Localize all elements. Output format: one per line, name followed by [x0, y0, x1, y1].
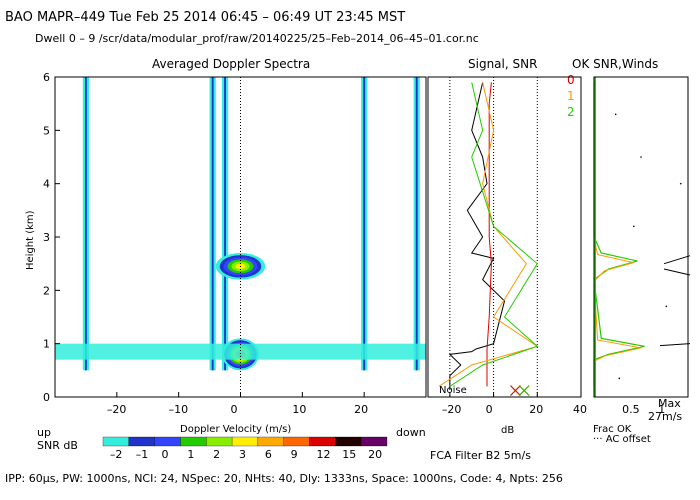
heatmap-clutter-core: [84, 77, 87, 371]
colorbar-label: 1: [187, 448, 194, 461]
panel-frame: [427, 76, 582, 398]
frac-ok-label: Frac OK: [593, 424, 632, 435]
colorbar-segment: [206, 436, 233, 447]
wind-dot: [632, 225, 635, 228]
snr-x-tick-label: 0: [486, 403, 493, 416]
x-tick-label: 10: [292, 403, 306, 416]
wind-dot: [665, 305, 668, 308]
colorbar-label: 20: [368, 448, 382, 461]
wind-dot: [618, 377, 621, 380]
snr-marker: [518, 385, 530, 397]
heatmap-clutter-core: [415, 77, 418, 371]
colorbar-label: 9: [291, 448, 298, 461]
colorbar-label: 12: [316, 448, 330, 461]
y-tick-label: 0: [43, 391, 50, 404]
page-title: BAO MAPR–449 Tue Feb 25 2014 06:45 – 06:…: [5, 10, 406, 25]
colorbar-segment: [283, 436, 310, 447]
max-speed-label: 27m/s: [648, 410, 683, 423]
colorbar-label: –1: [136, 448, 149, 461]
up-label: up: [37, 426, 51, 439]
colorbar-label: 3: [239, 448, 246, 461]
heatmap-ground-strip: [55, 343, 426, 360]
x-tick-label: 0: [231, 403, 238, 416]
wind-dot: [614, 113, 617, 116]
snr-panel-title: Signal, SNR: [468, 57, 538, 71]
snr-series-0: [486, 82, 492, 387]
y-tick-label: 4: [43, 178, 50, 191]
wind-arrow: [663, 255, 691, 265]
colorbar-segment: [335, 436, 362, 447]
y-tick-label: 3: [43, 231, 50, 244]
ok-series-secondary: [593, 83, 642, 388]
noise-label: Noise: [439, 385, 467, 396]
down-label: down: [396, 426, 426, 439]
colorbar-segment: [102, 436, 129, 447]
colorbar-segment: [128, 436, 155, 447]
snr-x-tick-label: 20: [529, 403, 543, 416]
colorbar-segment: [154, 436, 181, 447]
legend-1: 1: [567, 89, 575, 103]
heatmap-clutter-core: [211, 77, 214, 371]
snr-db-label: SNR dB: [37, 439, 78, 452]
colorbar-label: –2: [110, 448, 123, 461]
y-tick-label: 6: [43, 71, 50, 84]
max-label: Max: [658, 397, 681, 410]
wind-dot: [640, 156, 642, 158]
colorbar-label: 0: [162, 448, 169, 461]
legend-2: 2: [567, 105, 575, 119]
fca-filter-label: FCA Filter B2 5m/s: [430, 449, 531, 462]
wind-dot: [679, 182, 682, 185]
x-tick-label: –10: [169, 403, 189, 416]
snr-series-1: [438, 82, 539, 387]
snr-series-2: [449, 82, 539, 387]
spectra-panel-title: Averaged Doppler Spectra: [152, 57, 311, 71]
colorbar-label: 6: [265, 448, 272, 461]
colorbar-segment: [361, 436, 388, 447]
y-tick-label: 2: [43, 284, 50, 297]
wind-arrow: [659, 343, 691, 347]
ok-x-tick-label: 1: [658, 403, 665, 416]
snr-marker: [510, 385, 521, 397]
ac-offset-label: ··· AC offset: [593, 434, 651, 445]
panel-frame: [593, 76, 689, 398]
colorbar-segment: [257, 436, 284, 447]
snr-series-noise: [448, 82, 506, 389]
y-tick-label: 1: [43, 338, 50, 351]
legend-0: 0: [567, 73, 575, 87]
dwell-info: Dwell 0 – 9 /scr/data/modular_prof/raw/2…: [35, 32, 479, 45]
heatmap-clutter-core: [363, 77, 366, 371]
footer-params: IPP: 60μs, PW: 1000ns, NCI: 24, NSpec: 2…: [5, 472, 563, 485]
snr-x-tick-label: 40: [573, 403, 587, 416]
snr-x-tick-label: –20: [442, 403, 462, 416]
x-tick-label: 20: [354, 403, 368, 416]
wind-arrow: [663, 268, 691, 276]
x-tick-label: –20: [107, 403, 127, 416]
y-axis-label: Height (km): [25, 210, 36, 270]
colorbar-segment: [180, 436, 207, 447]
doppler-velocity-label: Doppler Velocity (m/s): [180, 424, 292, 435]
heatmap-clutter-core: [224, 77, 226, 371]
colorbar-label: 15: [342, 448, 356, 461]
colorbar-label: 2: [213, 448, 220, 461]
ok-x-tick-label: 0.5: [622, 403, 640, 416]
colorbar-segment: [309, 436, 336, 447]
y-tick-label: 5: [43, 124, 50, 137]
oksnr-panel-title: OK SNR,Winds: [572, 57, 659, 71]
colorbar-segment: [231, 436, 259, 447]
db-label: dB: [501, 425, 515, 436]
